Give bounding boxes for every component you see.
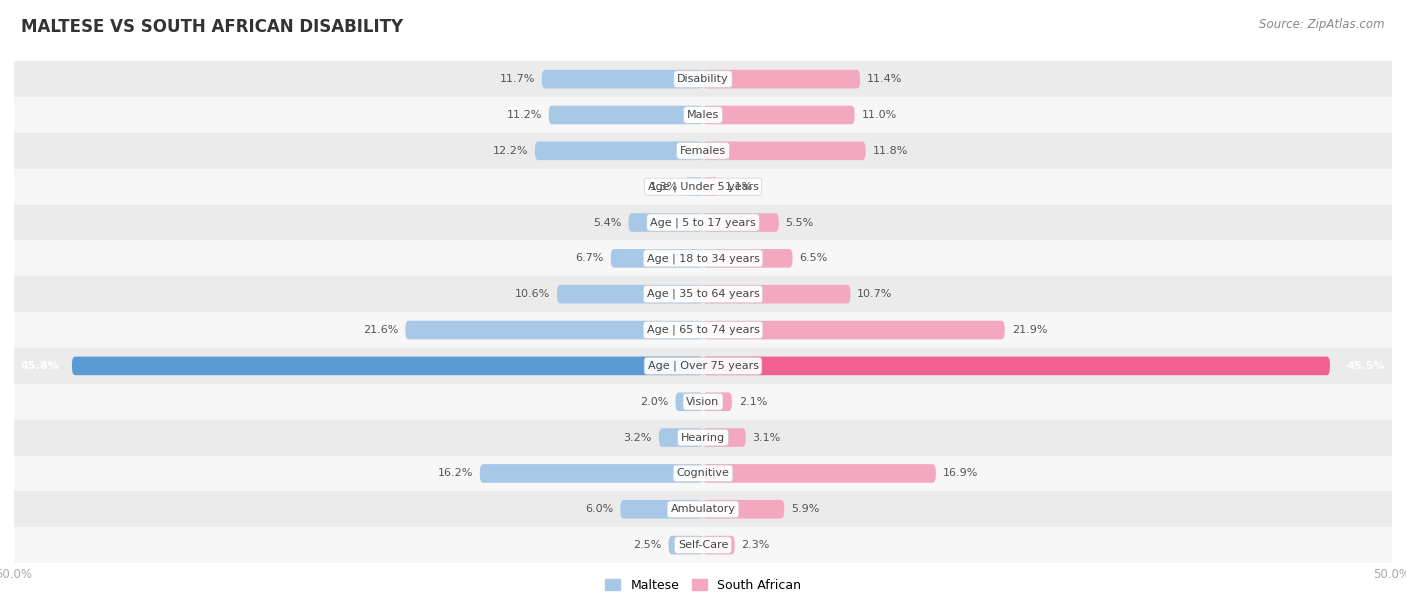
Text: 11.7%: 11.7% (499, 74, 534, 84)
FancyBboxPatch shape (620, 500, 703, 518)
Bar (14, 61, 1392, 97)
Bar (14, 133, 1392, 169)
Bar (14, 420, 1392, 455)
FancyBboxPatch shape (541, 70, 703, 89)
Text: 45.5%: 45.5% (1347, 361, 1385, 371)
FancyBboxPatch shape (548, 106, 703, 124)
FancyBboxPatch shape (703, 464, 936, 483)
FancyBboxPatch shape (703, 428, 745, 447)
FancyBboxPatch shape (610, 249, 703, 267)
Text: Source: ZipAtlas.com: Source: ZipAtlas.com (1260, 18, 1385, 31)
Text: 1.1%: 1.1% (725, 182, 754, 192)
Bar (14, 204, 1392, 241)
Text: Hearing: Hearing (681, 433, 725, 442)
Text: Age | 35 to 64 years: Age | 35 to 64 years (647, 289, 759, 299)
FancyBboxPatch shape (675, 392, 703, 411)
Legend: Maltese, South African: Maltese, South African (600, 574, 806, 597)
Text: Age | 18 to 34 years: Age | 18 to 34 years (647, 253, 759, 264)
FancyBboxPatch shape (72, 357, 703, 375)
Text: 16.2%: 16.2% (437, 468, 472, 479)
Text: 2.3%: 2.3% (741, 540, 770, 550)
Text: 11.0%: 11.0% (862, 110, 897, 120)
Text: 2.0%: 2.0% (640, 397, 669, 407)
Text: Age | 5 to 17 years: Age | 5 to 17 years (650, 217, 756, 228)
Text: 2.1%: 2.1% (738, 397, 768, 407)
Text: Vision: Vision (686, 397, 720, 407)
Text: 3.1%: 3.1% (752, 433, 780, 442)
Text: Females: Females (681, 146, 725, 156)
FancyBboxPatch shape (557, 285, 703, 304)
Bar (14, 312, 1392, 348)
FancyBboxPatch shape (703, 70, 860, 89)
Bar (14, 169, 1392, 204)
Text: 10.7%: 10.7% (858, 289, 893, 299)
FancyBboxPatch shape (703, 177, 718, 196)
Text: Age | Under 5 years: Age | Under 5 years (648, 181, 758, 192)
Text: MALTESE VS SOUTH AFRICAN DISABILITY: MALTESE VS SOUTH AFRICAN DISABILITY (21, 18, 404, 36)
Text: Age | Over 75 years: Age | Over 75 years (648, 360, 758, 371)
FancyBboxPatch shape (659, 428, 703, 447)
Text: Males: Males (688, 110, 718, 120)
Bar (14, 384, 1392, 420)
Text: Cognitive: Cognitive (676, 468, 730, 479)
FancyBboxPatch shape (479, 464, 703, 483)
Text: 3.2%: 3.2% (624, 433, 652, 442)
FancyBboxPatch shape (703, 213, 779, 232)
Text: 16.9%: 16.9% (943, 468, 979, 479)
Text: 45.8%: 45.8% (21, 361, 59, 371)
Bar (14, 241, 1392, 276)
Text: 21.9%: 21.9% (1012, 325, 1047, 335)
Text: 5.5%: 5.5% (786, 217, 814, 228)
FancyBboxPatch shape (669, 536, 703, 554)
Bar (14, 97, 1392, 133)
Text: 11.2%: 11.2% (506, 110, 541, 120)
Text: 5.4%: 5.4% (593, 217, 621, 228)
FancyBboxPatch shape (703, 392, 733, 411)
Text: Disability: Disability (678, 74, 728, 84)
FancyBboxPatch shape (703, 141, 866, 160)
Text: 6.7%: 6.7% (575, 253, 603, 263)
Text: 2.5%: 2.5% (633, 540, 662, 550)
Text: 11.8%: 11.8% (873, 146, 908, 156)
Text: 5.9%: 5.9% (792, 504, 820, 514)
Text: 12.2%: 12.2% (492, 146, 529, 156)
Text: 10.6%: 10.6% (515, 289, 550, 299)
Bar (14, 491, 1392, 527)
Text: Self-Care: Self-Care (678, 540, 728, 550)
Bar (14, 276, 1392, 312)
FancyBboxPatch shape (703, 106, 855, 124)
FancyBboxPatch shape (703, 249, 793, 267)
FancyBboxPatch shape (703, 357, 1330, 375)
Text: Ambulatory: Ambulatory (671, 504, 735, 514)
FancyBboxPatch shape (703, 321, 1005, 340)
Text: 11.4%: 11.4% (868, 74, 903, 84)
FancyBboxPatch shape (405, 321, 703, 340)
FancyBboxPatch shape (534, 141, 703, 160)
Text: 21.6%: 21.6% (363, 325, 398, 335)
Text: 6.5%: 6.5% (800, 253, 828, 263)
FancyBboxPatch shape (703, 536, 735, 554)
FancyBboxPatch shape (703, 500, 785, 518)
FancyBboxPatch shape (628, 213, 703, 232)
Bar (14, 527, 1392, 563)
Text: Age | 65 to 74 years: Age | 65 to 74 years (647, 325, 759, 335)
FancyBboxPatch shape (685, 177, 703, 196)
Text: 6.0%: 6.0% (585, 504, 613, 514)
Text: 1.3%: 1.3% (650, 182, 678, 192)
Bar (14, 348, 1392, 384)
Bar (14, 455, 1392, 491)
FancyBboxPatch shape (703, 285, 851, 304)
